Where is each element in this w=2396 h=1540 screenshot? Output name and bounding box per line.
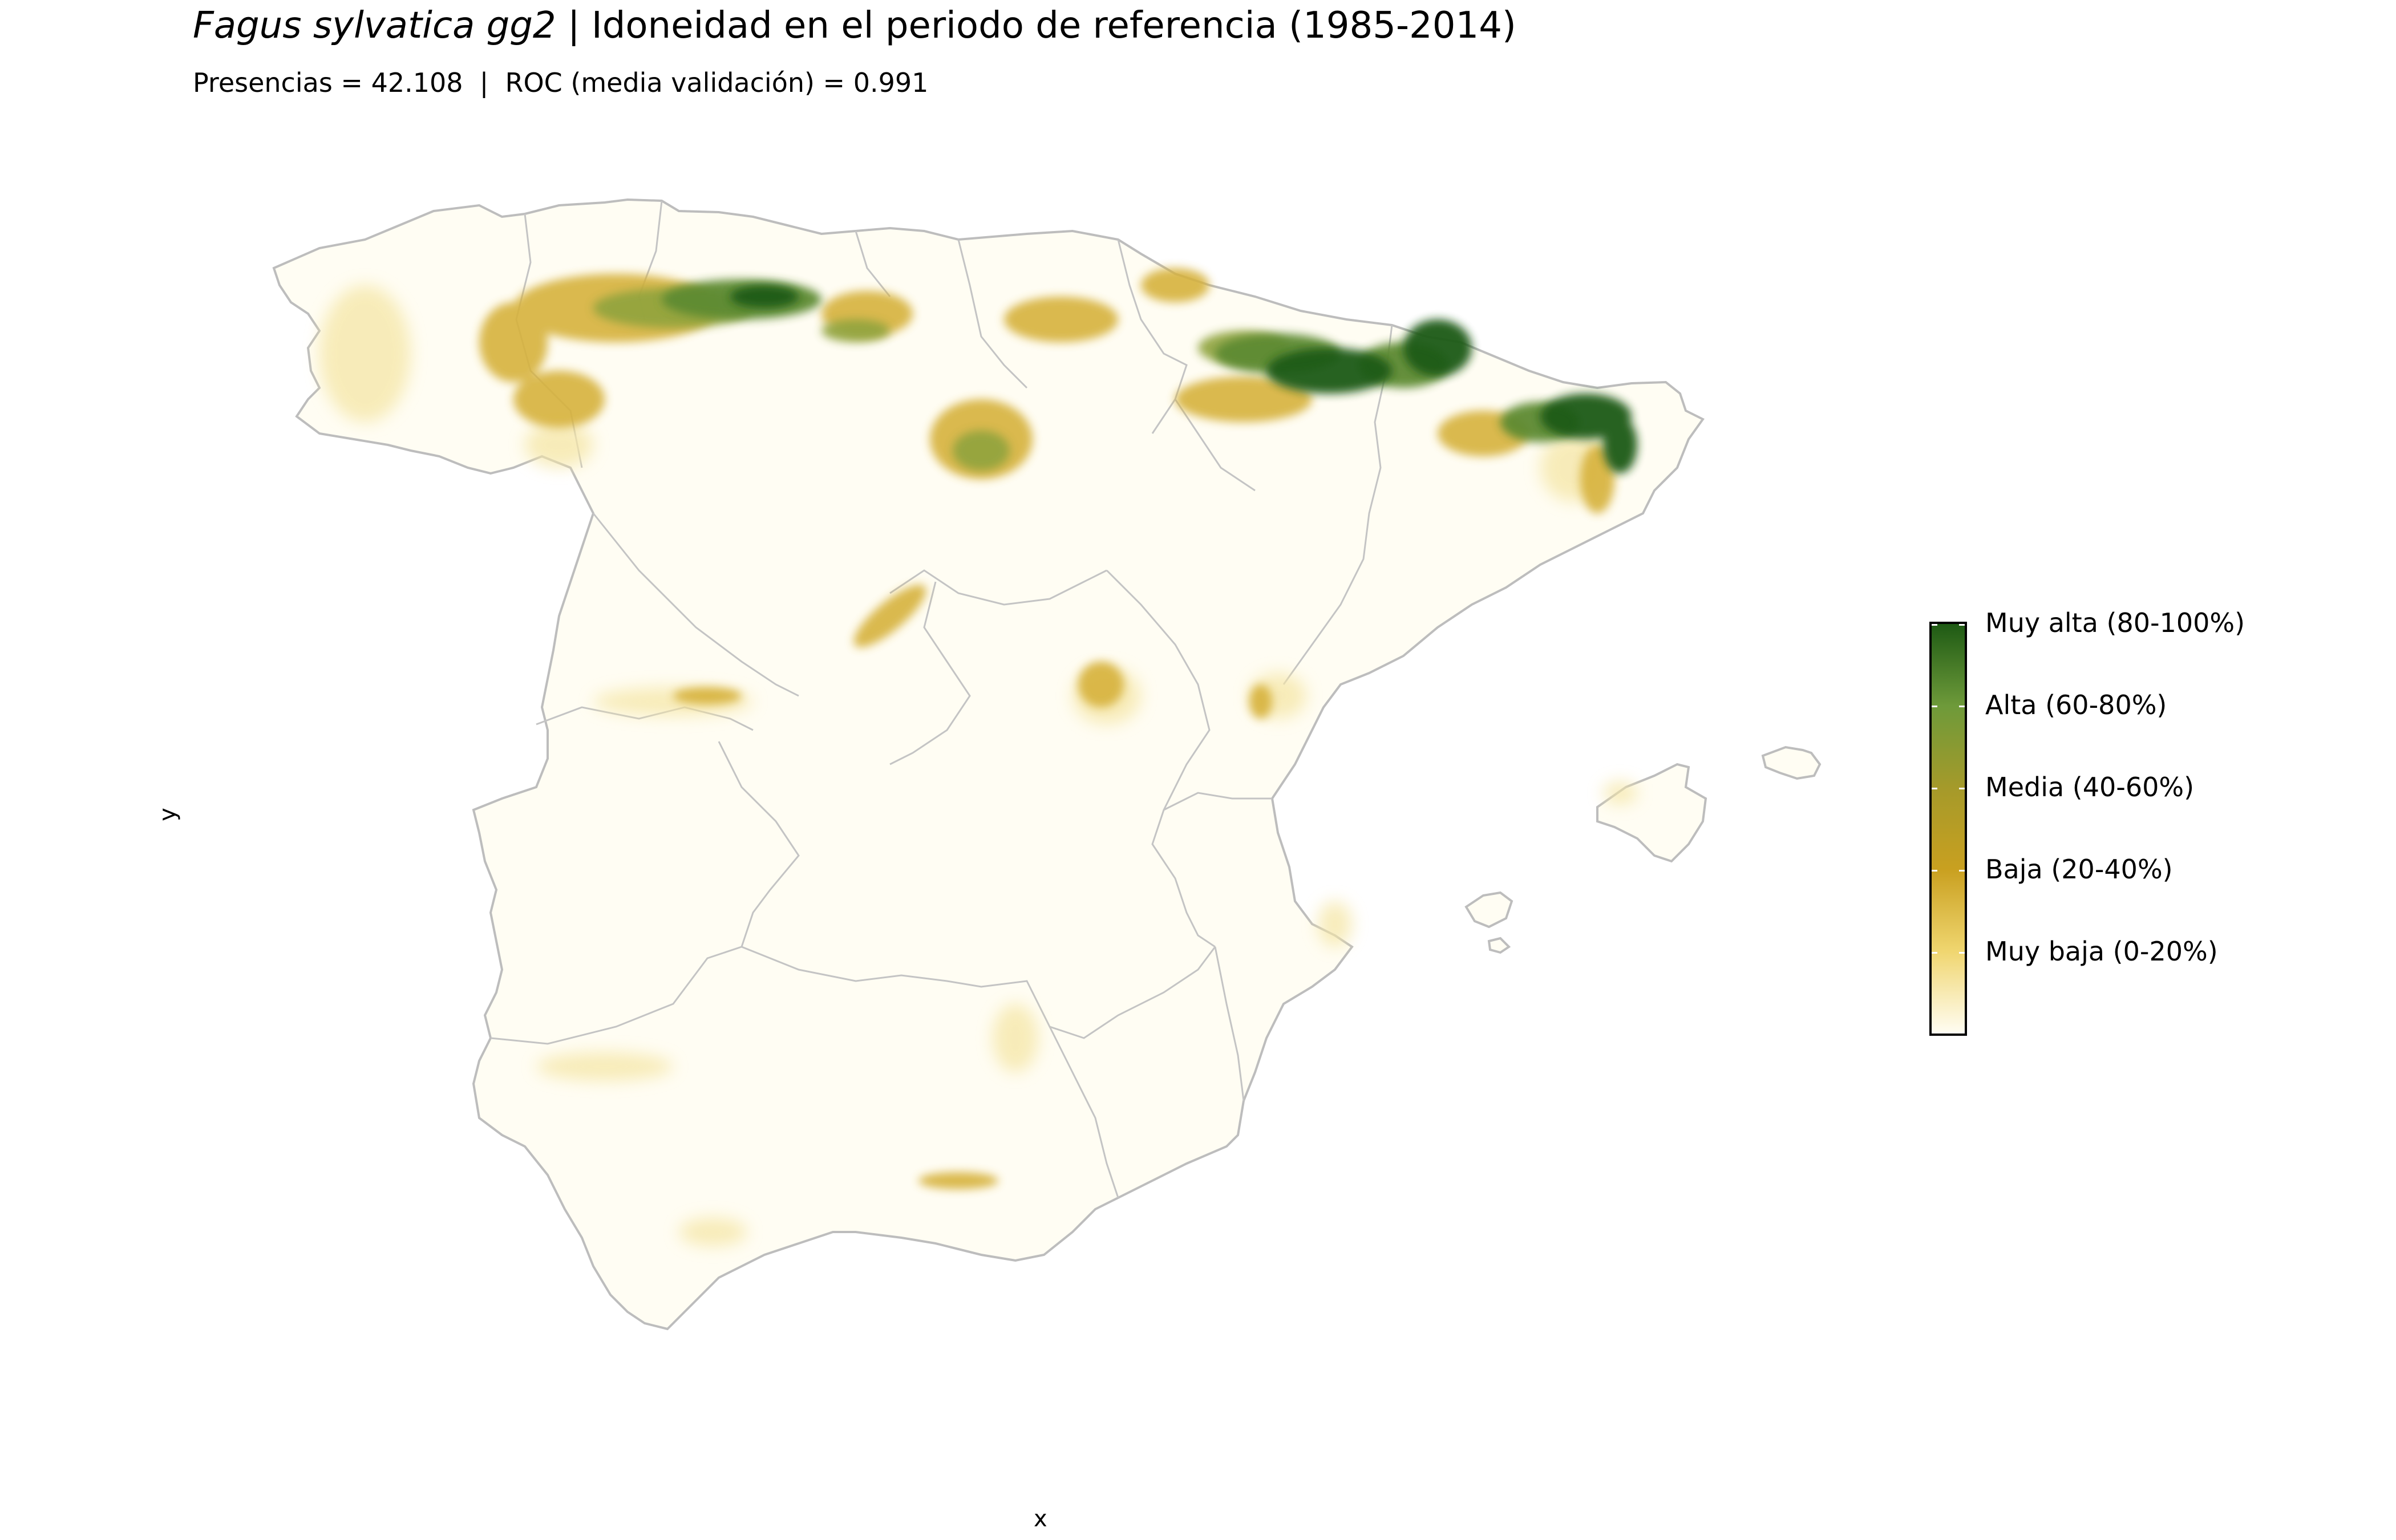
legend-tick [1932, 870, 1937, 872]
spain-mainland [272, 198, 1705, 1331]
map-title: Fagus sylvatica gg2 | Idoneidad en el pe… [193, 5, 1516, 47]
map-subtitle: Presencias = 42.108 | ROC (media validac… [193, 67, 929, 98]
legend-tick [1959, 788, 1965, 789]
legend-tick [1959, 952, 1965, 954]
regional-boundaries [490, 200, 1393, 1198]
menorca-island [1761, 745, 1822, 780]
legend-tick [1959, 870, 1965, 872]
title-text: Idoneidad en el periodo de referencia (1… [591, 5, 1516, 47]
title-separator: | [556, 5, 592, 47]
formentera-island [1487, 937, 1511, 954]
mallorca-island [1596, 763, 1707, 863]
suitability-very-high [730, 285, 1637, 473]
legend-label-muy-alta: Muy alta (80-100%) [1985, 607, 2245, 638]
legend-color-bar [1929, 622, 1967, 1036]
legend-label-muy-baja: Muy baja (0-20%) [1985, 936, 2218, 967]
x-axis-label: x [1034, 1506, 1047, 1532]
legend-tick [1932, 706, 1937, 707]
title-species: Fagus sylvatica gg2 [193, 5, 556, 47]
legend-tick [1932, 788, 1937, 789]
legend-label-baja: Baja (20-40%) [1985, 854, 2173, 885]
y-axis-label: y [154, 808, 181, 821]
legend-tick [1959, 706, 1965, 707]
legend-label-alta: Alta (60-80%) [1985, 690, 2167, 720]
legend-tick [1932, 624, 1937, 626]
legend-tick [1959, 624, 1965, 626]
ibiza-island [1464, 891, 1513, 929]
legend-tick [1932, 952, 1937, 954]
legend-label-media: Media (40-60%) [1985, 772, 2195, 803]
